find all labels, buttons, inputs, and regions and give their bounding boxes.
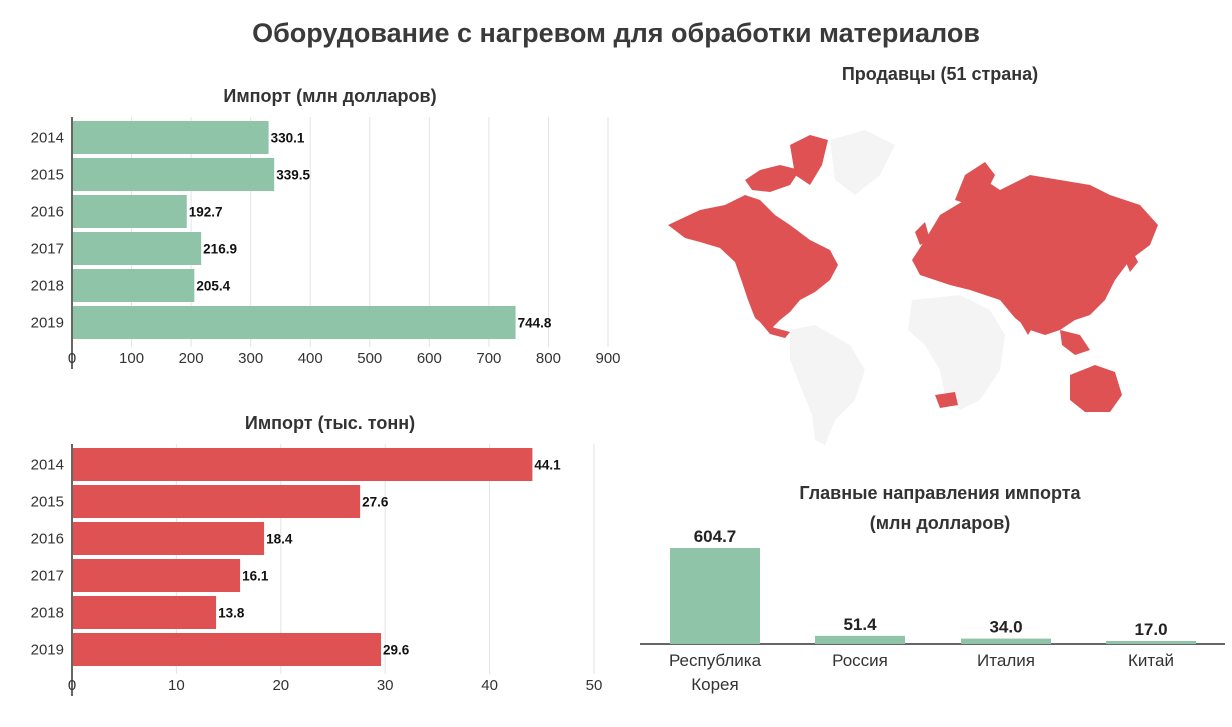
map-scandinavia: [955, 162, 995, 205]
import-value-x-tick-label: 300: [238, 350, 263, 367]
import-value-x-tick-label: 700: [476, 350, 501, 367]
import-value-x-tick-label: 600: [417, 350, 442, 367]
top-destinations-value-label: 34.0: [989, 618, 1022, 637]
import-volume-value-label: 44.1: [534, 458, 561, 473]
import-volume-x-tick-label: 50: [586, 677, 603, 694]
import-volume-value-label: 18.4: [266, 532, 293, 547]
import-value-bar: [73, 232, 202, 265]
import-value-x-tick-label: 900: [595, 350, 620, 367]
import-value-x-tick-label: 100: [119, 350, 144, 367]
top-destinations-value-label: 604.7: [694, 527, 737, 546]
map-base-south-america: [790, 325, 865, 445]
import-volume-category-label: 2016: [31, 531, 64, 548]
top-destinations-bar: [961, 638, 1051, 644]
import-volume-x-tick-label: 10: [168, 677, 185, 694]
map-india: [1015, 298, 1040, 335]
top-destinations-value-label: 51.4: [843, 615, 877, 634]
map-greenland: [790, 135, 828, 185]
import-volume-category-label: 2019: [31, 642, 64, 659]
import-value-value-label: 192.7: [189, 205, 223, 220]
import-volume-bar: [73, 559, 241, 592]
import-value-value-label: 339.5: [276, 168, 310, 183]
sellers-world-map: [668, 130, 1158, 445]
top-destinations-title-line2: (млн долларов): [869, 513, 1011, 533]
import-value-value-label: 330.1: [271, 131, 305, 146]
page-title: Оборудование с нагревом для обработки ма…: [252, 18, 980, 48]
import-value-bar: [73, 158, 275, 191]
import-value-x-tick-label: 500: [357, 350, 382, 367]
import-volume-bar: [73, 633, 382, 666]
import-value-category-label: 2017: [31, 241, 64, 258]
chart-title-import-value: Импорт (млн долларов): [223, 86, 437, 106]
import-value-category-label: 2019: [31, 315, 64, 332]
top-destinations-bar: [670, 548, 760, 644]
import-volume-x-tick-label: 40: [481, 677, 498, 694]
chart-title-import-volume: Импорт (тыс. тонн): [244, 413, 416, 433]
top-destinations-bar: [815, 635, 905, 644]
import-value-x-tick-label: 800: [536, 350, 561, 367]
import-volume-bar: [73, 596, 217, 629]
import-value-value-label: 216.9: [203, 242, 237, 257]
map-canada-islands: [745, 165, 800, 192]
import-volume-category-label: 2014: [31, 457, 64, 474]
top-destinations-category-label: Корея: [691, 675, 738, 694]
import-value-category-label: 2016: [31, 204, 64, 221]
import-volume-bar: [73, 522, 265, 555]
import-volume-value-label: 16.1: [242, 569, 269, 584]
import-volume-bar: [73, 485, 361, 518]
map-central-america: [760, 322, 790, 338]
map-base-greenland: [830, 130, 895, 195]
map-southeast-asia: [1060, 330, 1090, 355]
map-uk: [915, 222, 930, 245]
top-destinations-category-label: Республика: [669, 651, 762, 670]
import-value-chart: 01002003004005006007008009002014330.1201…: [31, 117, 621, 369]
top-destinations-category-label: Россия: [832, 651, 888, 670]
import-volume-x-tick-label: 30: [377, 677, 394, 694]
import-value-bar: [73, 306, 516, 339]
import-value-category-label: 2018: [31, 278, 64, 295]
top-destinations-category-label: Китай: [1128, 651, 1174, 670]
import-value-bar: [73, 195, 187, 228]
map-south-africa: [935, 392, 958, 408]
import-value-bar: [73, 121, 269, 154]
import-volume-bar: [73, 448, 533, 481]
import-volume-category-label: 2015: [31, 494, 64, 511]
top-destinations-title-line1: Главные направления импорта: [799, 483, 1081, 503]
import-value-x-tick-label: 200: [179, 350, 204, 367]
import-volume-value-label: 29.6: [383, 643, 410, 658]
top-destinations-category-label: Италия: [977, 651, 1035, 670]
map-base-africa: [908, 295, 1005, 410]
import-value-value-label: 744.8: [518, 316, 552, 331]
map-north-america: [668, 195, 838, 330]
top-destinations-bar: [1106, 641, 1196, 644]
map-title: Продавцы (51 страна): [841, 64, 1039, 84]
import-value-category-label: 2014: [31, 130, 64, 147]
import-volume-x-tick-label: 20: [272, 677, 289, 694]
import-volume-category-label: 2017: [31, 568, 64, 585]
map-australia: [1070, 365, 1122, 412]
import-volume-category-label: 2018: [31, 605, 64, 622]
import-value-bar: [73, 269, 195, 302]
import-volume-value-label: 13.8: [218, 606, 245, 621]
map-japan: [1125, 250, 1138, 272]
top-destinations-chart: 604.7 Республика Корея 51.4 Россия 34.0 Италия…: [640, 527, 1225, 694]
import-volume-chart: 01020304050201444.1201527.6201618.420171…: [31, 444, 603, 696]
import-value-value-label: 205.4: [196, 279, 230, 294]
import-value-category-label: 2015: [31, 167, 64, 184]
import-volume-value-label: 27.6: [362, 495, 389, 510]
top-destinations-value-label: 17.0: [1134, 620, 1167, 639]
import-value-x-tick-label: 400: [298, 350, 323, 367]
map-europe-asia: [912, 175, 1158, 335]
